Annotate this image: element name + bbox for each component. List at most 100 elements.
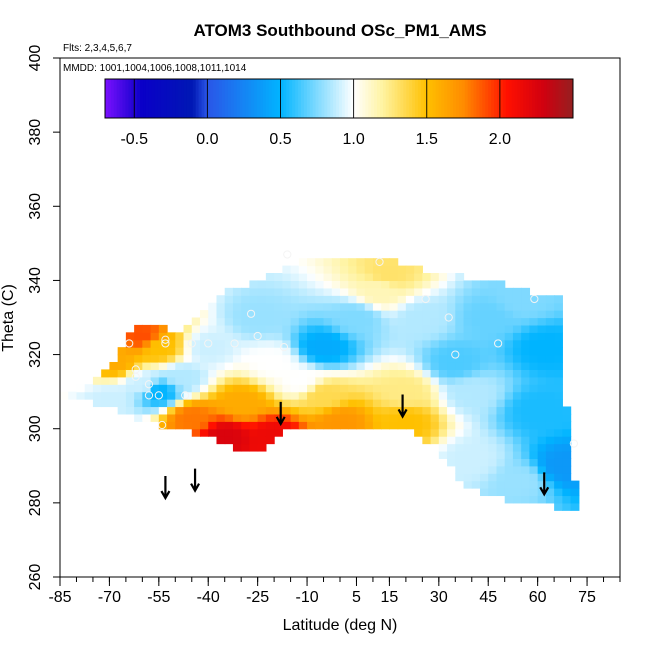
colorbar-segment xyxy=(561,79,565,118)
heatmap-cell xyxy=(463,391,473,400)
heatmap-cell xyxy=(545,406,555,415)
heatmap-cell xyxy=(422,332,432,341)
heatmap-cell xyxy=(545,324,555,333)
heatmap-cell xyxy=(529,391,539,400)
heatmap-cell xyxy=(480,310,489,319)
heatmap-cell xyxy=(529,458,539,467)
heatmap-cell xyxy=(430,347,440,356)
heatmap-cell xyxy=(504,287,514,296)
heatmap-cell xyxy=(512,295,522,304)
colorbar-segment xyxy=(412,79,416,118)
heatmap-cell xyxy=(397,361,407,370)
heatmap-cell xyxy=(348,354,358,363)
heatmap-cell xyxy=(545,428,555,437)
heatmap-cell xyxy=(315,295,325,304)
heatmap-cell xyxy=(298,354,308,363)
heatmap-cell xyxy=(340,391,349,400)
heatmap-cell xyxy=(381,258,391,267)
colorbar-segment xyxy=(300,79,305,118)
heatmap-cell xyxy=(554,473,563,482)
heatmap-cell xyxy=(232,332,242,341)
heatmap-cell xyxy=(125,354,135,363)
heatmap-cell xyxy=(381,421,391,430)
heatmap-cell xyxy=(414,361,423,370)
heatmap-cell xyxy=(397,310,407,319)
colorbar-segment xyxy=(400,79,404,118)
heatmap-cell xyxy=(216,347,226,356)
heatmap-cell xyxy=(249,391,259,400)
heatmap-cell xyxy=(315,324,325,333)
heatmap-cell xyxy=(315,339,325,348)
heatmap-cell xyxy=(504,339,514,348)
colorbar-segment xyxy=(160,79,164,118)
heatmap-cell xyxy=(232,421,242,430)
heatmap-cell xyxy=(471,361,481,370)
heatmap-cell xyxy=(554,391,563,400)
heatmap-cell xyxy=(521,324,531,333)
colorbar-segment xyxy=(368,79,372,118)
heatmap-cell xyxy=(224,436,234,445)
heatmap-cell xyxy=(545,458,555,467)
heatmap-cell xyxy=(142,399,152,408)
heatmap-cell xyxy=(455,302,465,311)
heatmap-cell xyxy=(356,376,366,385)
heatmap-cell xyxy=(397,354,407,363)
heatmap-cell xyxy=(562,480,572,489)
heatmap-cell xyxy=(348,332,358,341)
heatmap-cell xyxy=(405,310,415,319)
heatmap-cell xyxy=(471,376,481,385)
sample-point xyxy=(279,343,289,352)
heatmap-cell xyxy=(348,287,358,296)
colorbar-segment xyxy=(254,79,258,118)
heatmap-cell xyxy=(554,324,563,333)
heatmap-cell xyxy=(290,302,300,311)
heatmap-cell xyxy=(348,376,358,385)
heatmap-cell xyxy=(134,332,143,341)
heatmap-cell xyxy=(372,273,382,282)
heatmap-cell xyxy=(471,465,481,474)
heatmap-cell xyxy=(480,287,489,296)
heatmap-cell xyxy=(158,421,168,430)
heatmap-cell xyxy=(282,376,292,385)
colorbar-segment xyxy=(537,79,542,118)
heatmap-cell xyxy=(348,391,358,400)
colorbar-segment xyxy=(192,79,197,118)
heatmap-cell xyxy=(545,361,555,370)
heatmap-cell xyxy=(512,473,522,482)
x-tick-label: 60 xyxy=(529,589,547,606)
heatmap-cell xyxy=(191,347,201,356)
heatmap-cell xyxy=(323,406,333,415)
heatmap-cell xyxy=(84,391,94,400)
heatmap-cell xyxy=(298,384,308,393)
heatmap-cell xyxy=(512,384,522,393)
heatmap-cell xyxy=(405,384,415,393)
heatmap-cell xyxy=(372,421,382,430)
colorbar-segment xyxy=(230,79,235,118)
heatmap-cell xyxy=(241,443,251,452)
heatmap-cell xyxy=(430,354,440,363)
heatmap-cell xyxy=(463,465,473,474)
heatmap-cell xyxy=(504,369,514,378)
heatmap-cell xyxy=(232,310,242,319)
y-tick-label: 260 xyxy=(27,564,44,591)
heatmap-cell xyxy=(488,384,498,393)
heatmap-cell xyxy=(372,369,382,378)
colorbar-segment xyxy=(365,79,369,118)
heatmap-cell xyxy=(331,413,341,422)
heatmap-cell xyxy=(463,302,473,311)
heatmap-cell xyxy=(224,369,234,378)
heatmap-cell xyxy=(191,369,201,378)
sample-point xyxy=(444,313,453,322)
heatmap-cell xyxy=(463,324,473,333)
heatmap-cell xyxy=(471,421,481,430)
heatmap-cell xyxy=(488,473,498,482)
heatmap-cell xyxy=(496,369,506,378)
colorbar-segment xyxy=(195,79,200,118)
heatmap-cell xyxy=(463,332,473,341)
heatmap-cell xyxy=(414,339,423,348)
heatmap-cell xyxy=(455,317,465,326)
heatmap-cell xyxy=(307,413,316,422)
heatmap-cell xyxy=(249,376,259,385)
heatmap-cell xyxy=(356,258,366,267)
colorbar-segment xyxy=(110,79,115,118)
